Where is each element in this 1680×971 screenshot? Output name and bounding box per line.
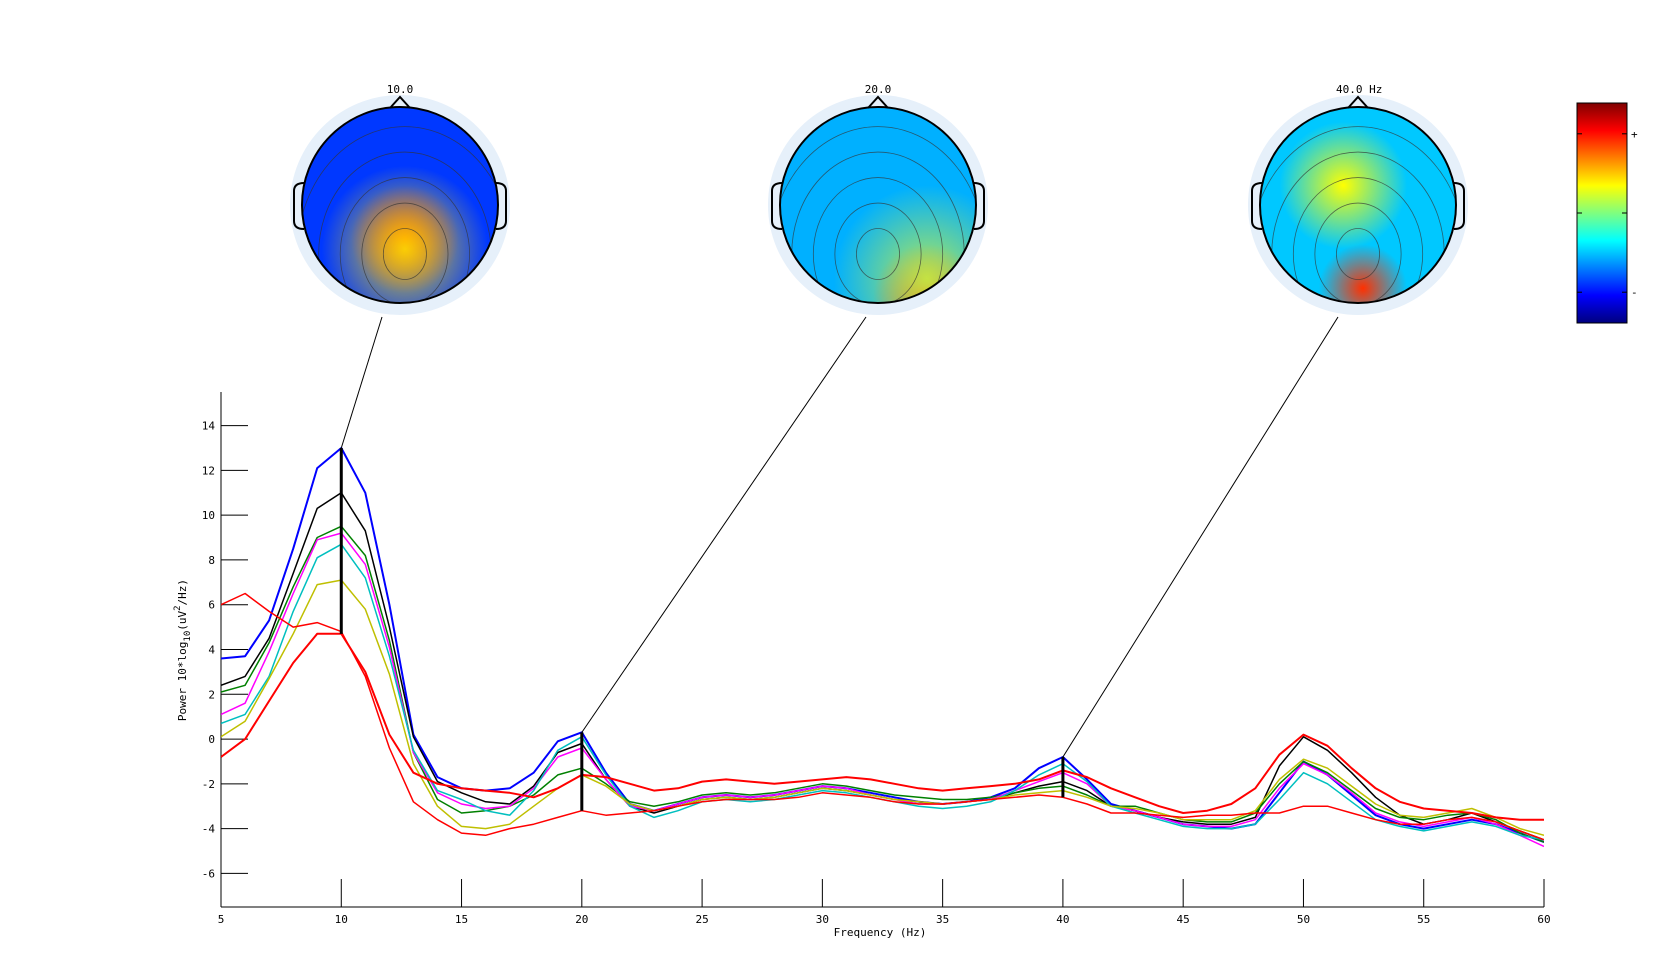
y-tick-label: 2 — [208, 688, 215, 701]
topomap-title: 20.0 — [865, 83, 892, 96]
colorbar-tick-label: + — [1631, 128, 1638, 141]
nose — [389, 95, 411, 109]
axes: 5 10 15 20 25 30 35 40 45 50 55 60 -6 -4 -2 0 2 4 6 8 10 12 14 — [202, 392, 1551, 926]
left-ear — [293, 182, 305, 230]
topographic-maps: 10.0 20.0 40.0 Hz — [290, 83, 1468, 315]
x-tick-label: 20 — [575, 913, 588, 926]
y-tick-label: 10 — [202, 509, 215, 522]
series-line-7 — [221, 592, 1544, 841]
y-tick-label: 14 — [202, 420, 216, 433]
topomap-contour — [382, 228, 427, 280]
topomap-1: 10.0 — [290, 83, 510, 315]
x-tick-label: 40 — [1056, 913, 1069, 926]
y-tick-label: 6 — [208, 599, 215, 612]
series-line-8 — [221, 632, 1544, 821]
topomap-contour — [1336, 228, 1380, 280]
topomap-activation — [1279, 121, 1408, 250]
marker-connector — [1062, 316, 1339, 758]
colorbar-gradient — [1576, 102, 1628, 324]
y-tick-label: -2 — [202, 778, 215, 791]
topomap-contour — [1292, 177, 1424, 303]
left-ear — [1251, 182, 1263, 230]
left-ear — [771, 182, 783, 230]
topomap-contour — [339, 177, 470, 303]
topomap-contour — [302, 126, 498, 303]
x-axis-label: Frequency (Hz) — [834, 926, 927, 939]
spectrum-plot: 5 10 15 20 25 30 35 40 45 50 55 60 -6 -4 -2 0 2 4 6 8 10 12 14… — [173, 316, 1551, 939]
topomap-contour — [856, 228, 900, 280]
series-line-6 — [221, 579, 1544, 837]
series-line-1 — [221, 447, 1544, 844]
x-tick-label: 5 — [218, 913, 225, 926]
right-ear — [973, 182, 985, 230]
head-outline — [1259, 106, 1457, 304]
x-tick-label: 60 — [1537, 913, 1550, 926]
topomap-contour — [834, 202, 922, 303]
x-tick-label: 30 — [816, 913, 829, 926]
y-tick-label: -4 — [202, 823, 216, 836]
x-tick-label: 45 — [1177, 913, 1190, 926]
topomap-3: 40.0 Hz — [1248, 83, 1468, 315]
topomap-2: 20.0 — [768, 83, 988, 315]
topomap-contour — [1260, 126, 1456, 303]
nose — [1347, 95, 1369, 109]
x-tick-label: 10 — [335, 913, 348, 926]
nose — [867, 95, 889, 109]
y-tick-label: -6 — [202, 867, 215, 880]
topomap-title: 10.0 — [387, 83, 414, 96]
topomap-contour — [780, 126, 976, 303]
topomap-contour — [361, 202, 449, 303]
x-tick-label: 55 — [1417, 913, 1430, 926]
colorbar-tick-label: - — [1631, 286, 1638, 299]
x-tick-label: 50 — [1297, 913, 1310, 926]
x-tick-label: 15 — [455, 913, 468, 926]
colorbar: +- — [1576, 102, 1638, 324]
frequency-markers — [339, 316, 1339, 811]
topomap-contour — [1314, 202, 1402, 303]
y-tick-label: 4 — [208, 644, 215, 657]
right-ear — [495, 182, 507, 230]
y-tick-label: 12 — [202, 464, 215, 477]
right-ear — [1453, 182, 1465, 230]
y-tick-label: 8 — [208, 554, 215, 567]
y-tick-label: 0 — [208, 733, 215, 746]
topomap-contour — [812, 177, 944, 303]
topomap-title: 40.0 Hz — [1336, 83, 1382, 96]
x-tick-label: 35 — [936, 913, 949, 926]
topomap-activation — [833, 185, 976, 303]
series-line-3 — [221, 525, 1544, 843]
head-outline — [779, 106, 977, 304]
y-axis-label: Power 10*log10(uV2/Hz) — [173, 579, 193, 721]
marker-connector — [581, 316, 867, 733]
marker-connector — [340, 316, 383, 449]
topomap-activation — [1318, 244, 1408, 303]
head-outline — [301, 106, 499, 304]
series-layer — [221, 447, 1544, 848]
x-tick-label: 25 — [695, 913, 708, 926]
